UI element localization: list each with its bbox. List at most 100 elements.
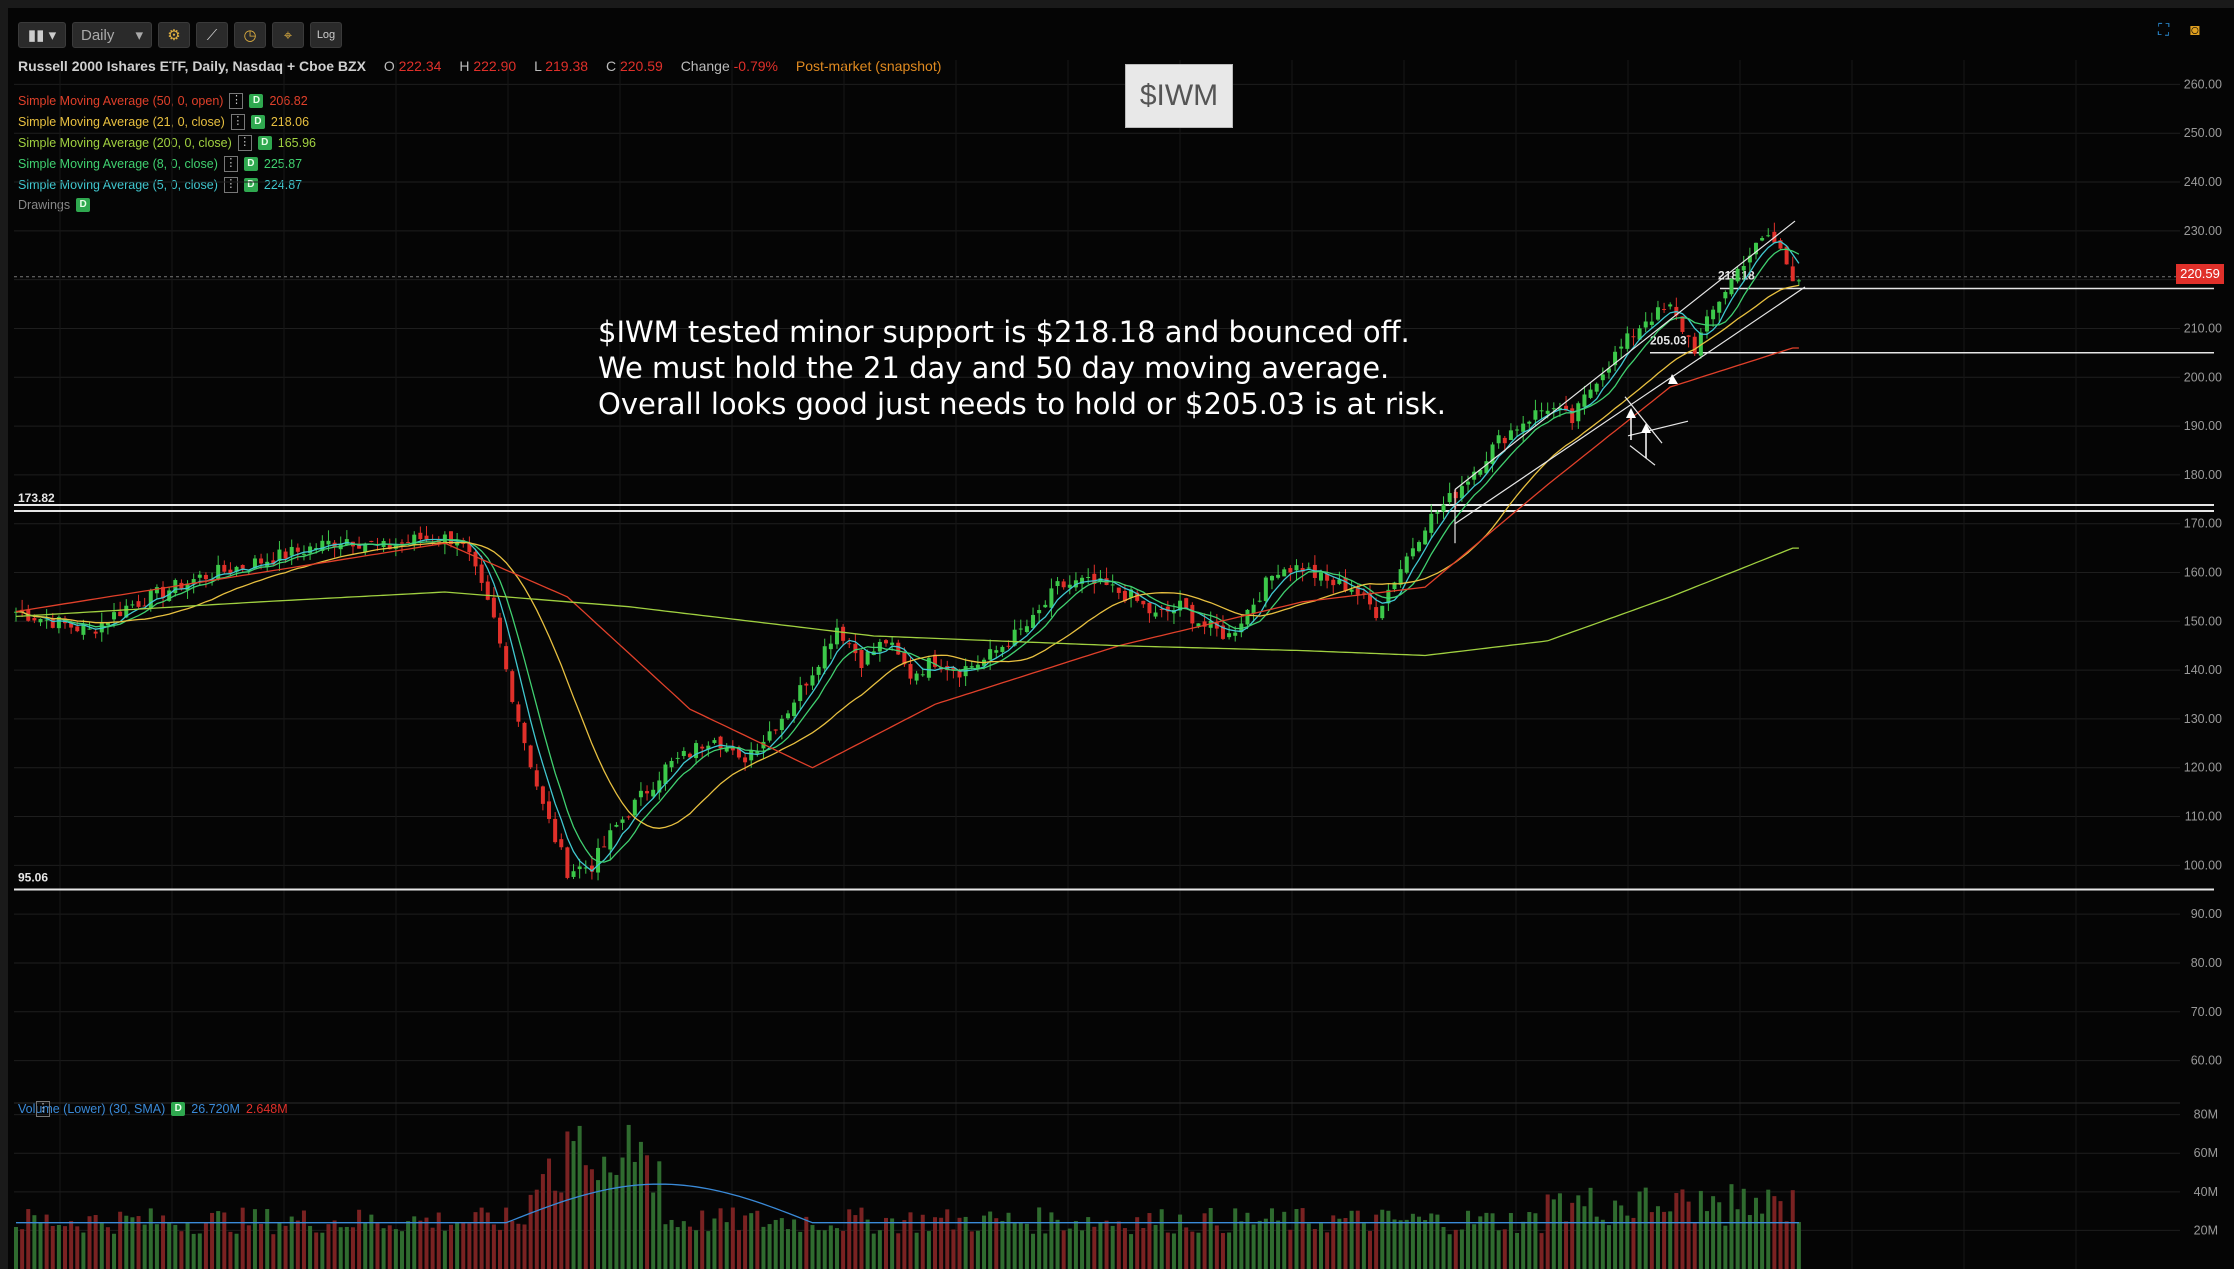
volume-bar [32,1215,37,1269]
annotation-line-3: Overall looks good just needs to hold or… [598,387,1446,421]
volume-menu-icon[interactable]: ⋮ [36,1101,50,1117]
chart-style-button[interactable]: ▮▮ ▾ [18,22,66,48]
candle-body [216,564,221,580]
drawings-row[interactable]: Drawings D [18,198,91,212]
volume-bar [1294,1209,1299,1269]
volume-bar [301,1210,306,1269]
candle-body [1459,486,1464,499]
volume-bar [516,1223,521,1269]
expand-icon[interactable]: ⛶ [2158,22,2170,39]
volume-bar [939,1217,944,1269]
candle-body [142,605,147,607]
candle-body [883,640,888,644]
candle-body [1306,567,1311,569]
candle-body [50,618,55,628]
y-tick-label: 150.00 [2184,614,2222,628]
study-d-badge[interactable]: D [257,136,272,150]
channel-lower-line [1454,286,1806,525]
candle-body [1288,568,1293,573]
study-d-badge[interactable]: D [249,94,264,108]
study-d-badge[interactable]: D [250,115,265,129]
candle-body [1263,577,1268,601]
volume-bar [344,1226,349,1269]
candle-body [1300,568,1305,572]
candle-body [700,746,705,749]
sma50-line [15,347,1799,769]
study-d-badge[interactable]: D [243,178,258,192]
interval-select[interactable]: Daily ▾ [72,22,152,48]
time-button[interactable]: ◷ [234,22,266,48]
study-menu-icon[interactable]: ⋮ [229,93,244,109]
volume-bar [1282,1211,1287,1269]
log-label: Log [316,29,336,41]
study-sma200[interactable]: Simple Moving Average (200, 0, close) ⋮ D… [18,135,316,151]
volume-d-badge[interactable]: D [171,1102,186,1116]
volume-bar [920,1214,925,1269]
chart-header: Russell 2000 Ishares ETF, Daily, Nasdaq … [18,58,941,74]
study-menu-icon[interactable]: ⋮ [237,135,252,151]
candle-body [1521,423,1526,432]
volume-bar [265,1209,270,1269]
candle-body [148,590,153,609]
clock-icon: ◷ [243,27,257,44]
candle-body [1043,604,1048,608]
volume-bar [871,1233,876,1269]
candle-body [694,743,699,759]
crosshair-button[interactable]: ⌖ [272,22,304,48]
volume-bar [1196,1232,1201,1269]
volume-axis: 80M 60M 40M 20M [2194,1108,2218,1238]
candle-body [1429,513,1434,533]
volume-bar [1735,1209,1740,1269]
level-label: 205.03 [1650,334,1687,348]
volume-bar [828,1225,833,1269]
candle-body [1110,584,1115,586]
study-d-badge[interactable]: D [243,157,258,171]
draw-tool-button[interactable]: ⟋ [196,22,228,48]
volume-bar [982,1215,987,1269]
volume-bar [1018,1222,1023,1269]
volume-bar [1024,1223,1029,1269]
candle-body [136,601,141,607]
study-sma5[interactable]: Simple Moving Average (5, 0, close) ⋮ D 2… [18,177,302,193]
candle-body [1380,605,1385,619]
volume-bar [1374,1214,1379,1269]
candle-body [663,764,668,785]
settings-button[interactable]: ⚙ [158,22,190,48]
volume-bar [1502,1229,1507,1269]
volume-bar [1288,1229,1293,1269]
candle-body [1594,383,1599,392]
camera-icon[interactable]: ◙ [2190,22,2200,39]
log-scale-button[interactable]: Log [310,22,342,48]
study-menu-icon[interactable]: ⋮ [223,156,238,172]
study-sma8[interactable]: Simple Moving Average (8, 0, close) ⋮ D 2… [18,156,302,172]
study-menu-icon[interactable]: ⋮ [230,114,245,130]
candle-body [1625,333,1630,349]
volume-bar [1790,1190,1795,1269]
candle-body [1374,607,1379,619]
drawings-d-badge[interactable]: D [76,198,91,212]
candle-body [528,745,533,768]
candle-body [1233,632,1238,636]
volume-bar [1662,1211,1667,1269]
volume-bar [1080,1230,1085,1269]
candle-body [1410,548,1415,557]
volume-bar [203,1222,208,1269]
candle-body [792,702,797,717]
volume-bar [1478,1216,1483,1269]
volume-bar [1122,1228,1127,1269]
sma200-line [15,547,1799,657]
volume-bar [779,1218,784,1269]
candle-body [1269,575,1274,581]
volume-bar [99,1222,104,1269]
study-menu-icon[interactable]: ⋮ [223,177,238,193]
moving-averages [15,240,1800,1224]
candle-body [681,750,686,756]
volume-bar [81,1232,86,1269]
candle-body [1796,280,1801,282]
candle-body [1655,307,1660,320]
candle-body [32,617,37,621]
volume-bar [1129,1234,1134,1269]
volume-bar [700,1210,705,1269]
study-sma21[interactable]: Simple Moving Average (21, 0, close) ⋮ D … [18,114,309,130]
